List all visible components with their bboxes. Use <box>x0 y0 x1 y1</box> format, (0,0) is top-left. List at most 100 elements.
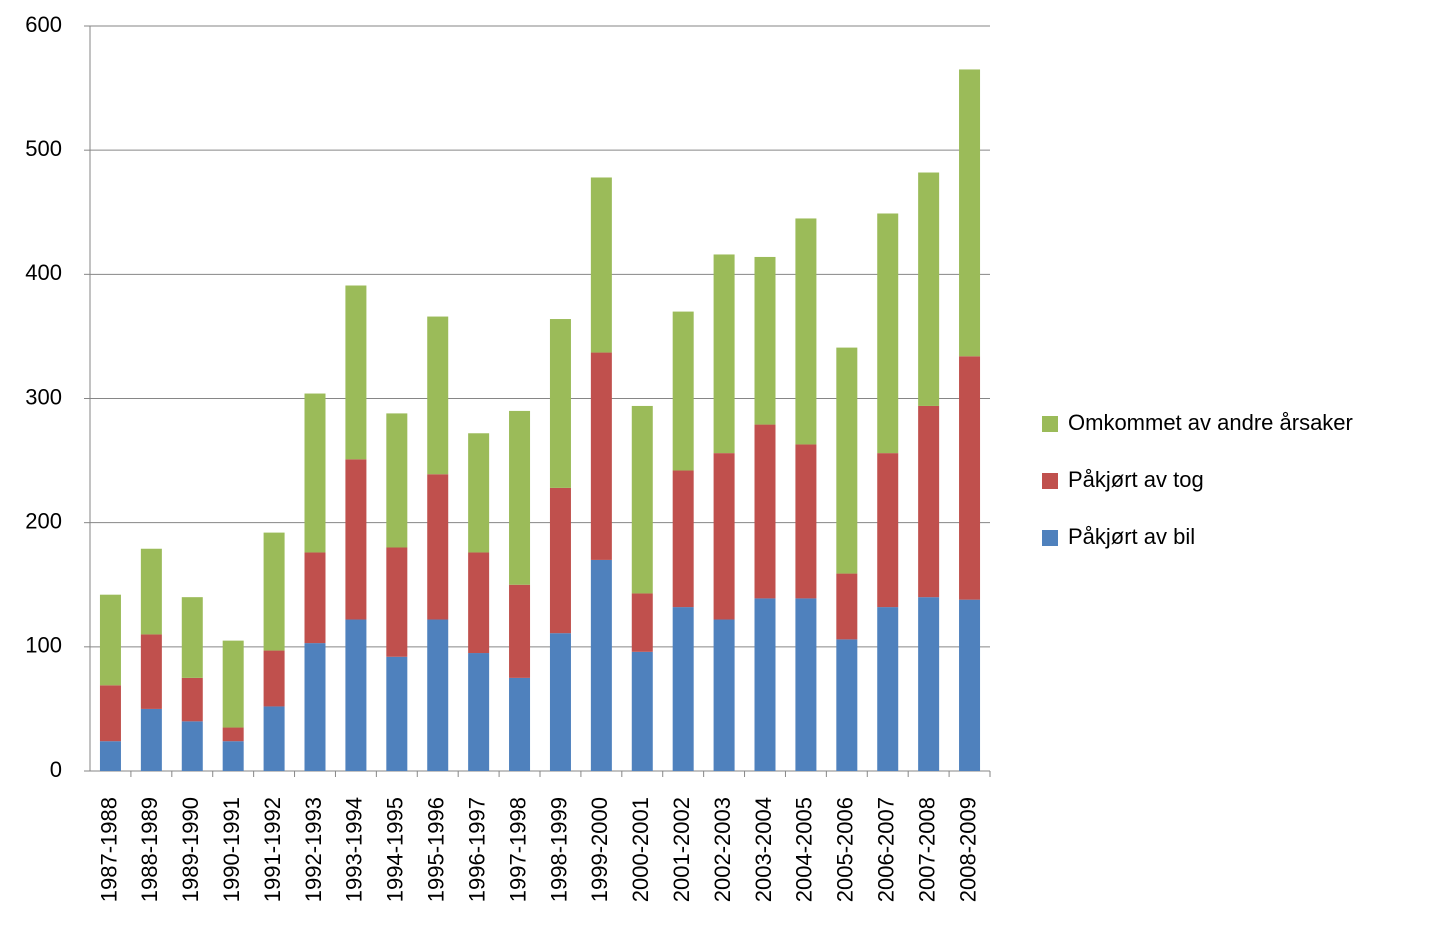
bar-segment <box>549 633 571 771</box>
bar-segment <box>468 433 490 553</box>
x-tick-label: 1993-1994 <box>342 797 367 902</box>
bar-segment <box>99 685 121 742</box>
bar-segment <box>918 172 940 406</box>
bar-segment <box>222 741 244 771</box>
x-tick-label: 2001-2002 <box>669 797 694 902</box>
y-tick-label: 200 <box>25 508 62 533</box>
bar-segment <box>427 474 449 620</box>
legend-swatch <box>1042 416 1058 432</box>
bar-segment <box>509 584 531 678</box>
bar-segment <box>386 547 408 657</box>
bar-segment <box>959 599 981 771</box>
y-tick-label: 600 <box>25 12 62 37</box>
bar-segment <box>836 347 858 574</box>
bar-segment <box>754 256 776 425</box>
bar-segment <box>304 552 326 644</box>
x-tick-label: 1999-2000 <box>587 797 612 902</box>
legend-label: Omkommet av andre årsaker <box>1068 410 1353 435</box>
y-tick-label: 0 <box>50 757 62 782</box>
x-tick-label: 2000-2001 <box>628 797 653 902</box>
bar-segment <box>263 532 285 651</box>
x-tick-label: 1998-1999 <box>546 797 571 902</box>
bar-segment <box>345 619 367 771</box>
y-tick-label: 300 <box>25 384 62 409</box>
bar-segment <box>795 444 817 599</box>
bar-segment <box>181 721 203 771</box>
bar-segment <box>509 410 531 585</box>
bar-segment <box>304 643 326 771</box>
bar-segment <box>713 619 735 771</box>
x-tick-label: 1995-1996 <box>424 797 449 902</box>
bar-segment <box>386 413 408 548</box>
bar-segment <box>672 607 694 771</box>
x-tick-label: 2007-2008 <box>914 797 939 902</box>
bar-segment <box>345 459 367 620</box>
bar-segment <box>672 311 694 471</box>
bar-segment <box>590 177 612 353</box>
bar-segment <box>181 677 203 722</box>
bar-segment <box>468 653 490 771</box>
x-tick-label: 2008-2009 <box>955 797 980 902</box>
x-tick-label: 1988-1989 <box>137 797 162 902</box>
x-tick-label: 2005-2006 <box>833 797 858 902</box>
bar-segment <box>590 352 612 560</box>
bar-segment <box>795 218 817 445</box>
bar-segment <box>918 405 940 598</box>
bar-segment <box>959 356 981 600</box>
bar-segment <box>672 470 694 608</box>
bar-segment <box>836 573 858 640</box>
x-tick-label: 1991-1992 <box>260 797 285 902</box>
bar-segment <box>795 598 817 771</box>
bar-segment <box>509 677 531 771</box>
bar-segment <box>754 424 776 599</box>
bar-segment <box>222 640 244 728</box>
bar-segment <box>345 285 367 460</box>
x-tick-label: 2002-2003 <box>710 797 735 902</box>
legend-swatch <box>1042 530 1058 546</box>
x-tick-label: 2006-2007 <box>874 797 899 902</box>
y-tick-label: 500 <box>25 136 62 161</box>
bar-segment <box>918 597 940 771</box>
bar-segment <box>631 593 653 652</box>
legend-label: Påkjørt av tog <box>1068 467 1204 492</box>
bar-segment <box>222 727 244 742</box>
bar-segment <box>386 656 408 771</box>
bar-segment <box>713 453 735 620</box>
x-tick-label: 1987-1988 <box>96 797 121 902</box>
bar-segment <box>549 487 571 634</box>
bar-segment <box>754 598 776 771</box>
x-tick-label: 1996-1997 <box>464 797 489 902</box>
bar-segment <box>140 634 162 709</box>
legend-swatch <box>1042 473 1058 489</box>
y-tick-label: 400 <box>25 260 62 285</box>
bar-segment <box>427 619 449 771</box>
bar-segment <box>713 254 735 454</box>
bar-segment <box>140 708 162 771</box>
bar-segment <box>959 69 981 357</box>
bar-segment <box>99 741 121 771</box>
bar-segment <box>631 405 653 594</box>
x-tick-label: 1989-1990 <box>178 797 203 902</box>
bar-segment <box>836 639 858 771</box>
x-tick-label: 2003-2004 <box>751 797 776 902</box>
bar-segment <box>877 213 899 454</box>
y-tick-label: 100 <box>25 633 62 658</box>
x-tick-label: 1992-1993 <box>301 797 326 902</box>
bar-segment <box>549 319 571 488</box>
bar-segment <box>877 453 899 608</box>
x-tick-label: 1994-1995 <box>383 797 408 902</box>
bar-segment <box>427 316 449 475</box>
x-tick-label: 2004-2005 <box>792 797 817 902</box>
bar-segment <box>304 393 326 553</box>
bar-segment <box>181 597 203 678</box>
bar-segment <box>263 706 285 771</box>
bar-segment <box>263 650 285 707</box>
bar-segment <box>631 651 653 771</box>
bar-segment <box>99 594 121 686</box>
bar-segment <box>140 548 162 635</box>
bar-segment <box>468 552 490 654</box>
bar-segment <box>877 607 899 771</box>
x-tick-label: 1997-1998 <box>505 797 530 902</box>
bar-segment <box>590 559 612 771</box>
